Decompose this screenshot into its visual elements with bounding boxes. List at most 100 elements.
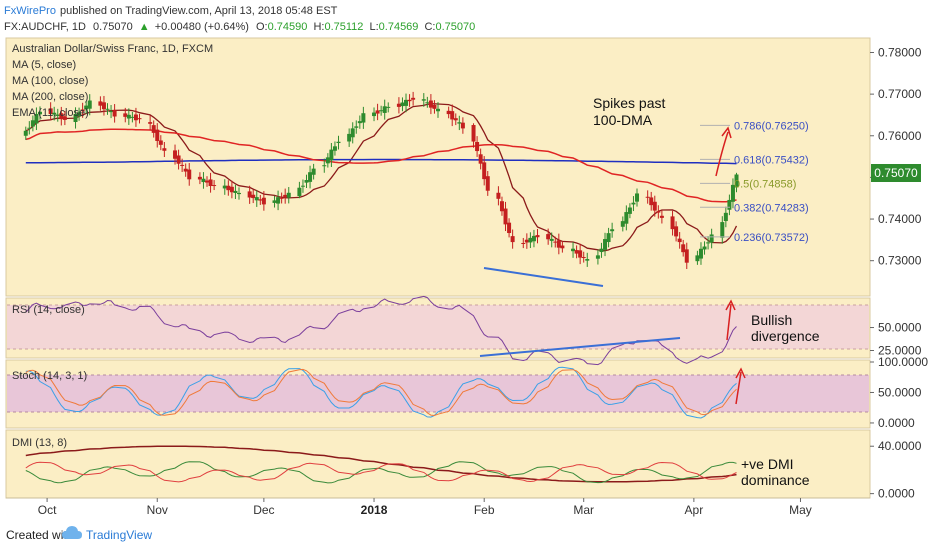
candle-up bbox=[379, 110, 384, 112]
candle-up bbox=[436, 108, 440, 112]
candle-up bbox=[336, 141, 341, 144]
candle-up bbox=[126, 114, 131, 119]
price-divergence-line bbox=[483, 267, 604, 287]
x-axis-labels: Oct Nov Dec 2018 Feb Mar Apr May bbox=[38, 498, 812, 517]
candle-down bbox=[411, 97, 416, 100]
svg-text:FX:AUDCHF, 1D 0.75070: FX:AUDCHF, 1D 0.75070 ▲ +0.00480 (+0.64%… bbox=[4, 21, 475, 33]
candle-up bbox=[734, 174, 739, 188]
candle-up bbox=[87, 100, 92, 109]
stoch-k-line bbox=[25, 366, 737, 419]
rsi-divergence-line bbox=[479, 337, 681, 357]
candle-up bbox=[105, 108, 110, 110]
footer-created-with: Created with bbox=[6, 528, 73, 542]
last-price-tag-text: 0.75070 bbox=[874, 166, 918, 180]
candle-down bbox=[507, 222, 512, 234]
candle-up bbox=[606, 233, 611, 243]
candle-down bbox=[258, 199, 263, 201]
ma-long-line bbox=[25, 158, 737, 165]
candle-up bbox=[23, 130, 28, 136]
footer-brand-link[interactable]: TradingView bbox=[86, 528, 152, 542]
candle-down bbox=[197, 176, 202, 180]
tradingview-cloud-icon bbox=[62, 526, 82, 539]
ohlc-open-value: 0.74590 bbox=[268, 21, 308, 33]
annotation-dmi-line1: +ve DMI bbox=[741, 456, 794, 472]
candle-down bbox=[535, 235, 540, 238]
fib-label: 0.5(0.74858) bbox=[734, 178, 796, 190]
price-panel[interactable] bbox=[5, 37, 871, 297]
candle-up bbox=[585, 259, 590, 261]
candle-up bbox=[357, 121, 362, 124]
candle-down bbox=[560, 245, 565, 249]
candle-down bbox=[176, 155, 181, 164]
candle-up bbox=[322, 165, 327, 167]
publisher-name[interactable]: FxWirePro bbox=[4, 5, 56, 17]
candle-up bbox=[457, 122, 462, 124]
x-tick-label: Mar bbox=[573, 503, 594, 517]
candle-up bbox=[635, 193, 640, 202]
candle-down bbox=[123, 113, 128, 117]
candle-up bbox=[709, 234, 714, 243]
candle-down bbox=[546, 234, 551, 240]
x-tick-label: Apr bbox=[685, 503, 704, 517]
price-lines bbox=[25, 103, 738, 252]
ohlc-high-value: 0.75112 bbox=[324, 21, 363, 33]
candle-up bbox=[300, 185, 305, 187]
price-y-tick-label: 0.78000 bbox=[878, 45, 922, 59]
fib-levels: 0.786(0.76250) 0.618(0.75432) 0.5(0.74858)… bbox=[700, 120, 809, 244]
candle-down bbox=[251, 194, 256, 199]
candle-down bbox=[158, 140, 163, 145]
x-tick-label: Feb bbox=[474, 503, 495, 517]
candle-down bbox=[485, 176, 490, 191]
candle-up bbox=[222, 185, 227, 189]
ohlc-open-label: O: bbox=[256, 21, 268, 33]
candle-up bbox=[610, 229, 615, 232]
candle-down bbox=[80, 109, 85, 112]
candle-up bbox=[37, 111, 42, 115]
stoch-y-axis: 100.0000 50.0000 0.0000 bbox=[870, 355, 928, 430]
change-up-icon: ▲ bbox=[139, 21, 150, 33]
stoch-title: Stoch (14, 3, 1) bbox=[12, 370, 87, 382]
dmi-panel[interactable] bbox=[5, 429, 871, 499]
price-y-tick-label: 0.74000 bbox=[878, 212, 922, 226]
candle-up bbox=[73, 113, 78, 122]
candle-up bbox=[603, 239, 608, 250]
arrow-up-stoch-icon bbox=[735, 367, 746, 405]
candle-up bbox=[297, 187, 302, 197]
candle-down bbox=[670, 216, 675, 230]
candle-down bbox=[499, 201, 504, 212]
candle-down bbox=[428, 100, 433, 108]
candle-down bbox=[112, 110, 117, 117]
candle-down bbox=[208, 179, 213, 187]
candle-down bbox=[475, 142, 480, 152]
candle-down bbox=[137, 118, 142, 120]
candle-down bbox=[148, 122, 153, 124]
candle-up bbox=[528, 237, 533, 243]
candle-up bbox=[325, 157, 330, 164]
candle-up bbox=[361, 113, 366, 123]
x-tick-label: Nov bbox=[147, 503, 168, 517]
candle-up bbox=[386, 106, 391, 108]
candle-down bbox=[98, 101, 103, 106]
candle-down bbox=[659, 215, 664, 218]
candle-up bbox=[236, 192, 241, 195]
candle-down bbox=[62, 116, 67, 120]
x-tick-label: 2018 bbox=[361, 503, 388, 517]
rsi-band bbox=[7, 305, 869, 349]
candle-down bbox=[407, 99, 412, 102]
rsi-y-tick-label: 25.0000 bbox=[878, 343, 922, 357]
indicator-ma100: MA (100, close) bbox=[12, 75, 88, 87]
candle-up bbox=[130, 116, 135, 118]
candle-down bbox=[482, 162, 487, 180]
candle-down bbox=[183, 168, 188, 172]
candle-down bbox=[652, 201, 657, 211]
candle-up bbox=[421, 99, 426, 101]
candle-down bbox=[503, 208, 508, 225]
candle-up bbox=[27, 127, 32, 129]
annotation-spikes-line2: 100-DMA bbox=[593, 112, 653, 128]
candle-down bbox=[283, 194, 288, 198]
candle-up bbox=[595, 255, 600, 259]
price-panel-title: Australian Dollar/Swiss Franc, 1D, FXCM bbox=[12, 43, 213, 55]
candle-up bbox=[308, 172, 313, 182]
candle-down bbox=[48, 108, 53, 115]
candle-up bbox=[201, 178, 206, 183]
